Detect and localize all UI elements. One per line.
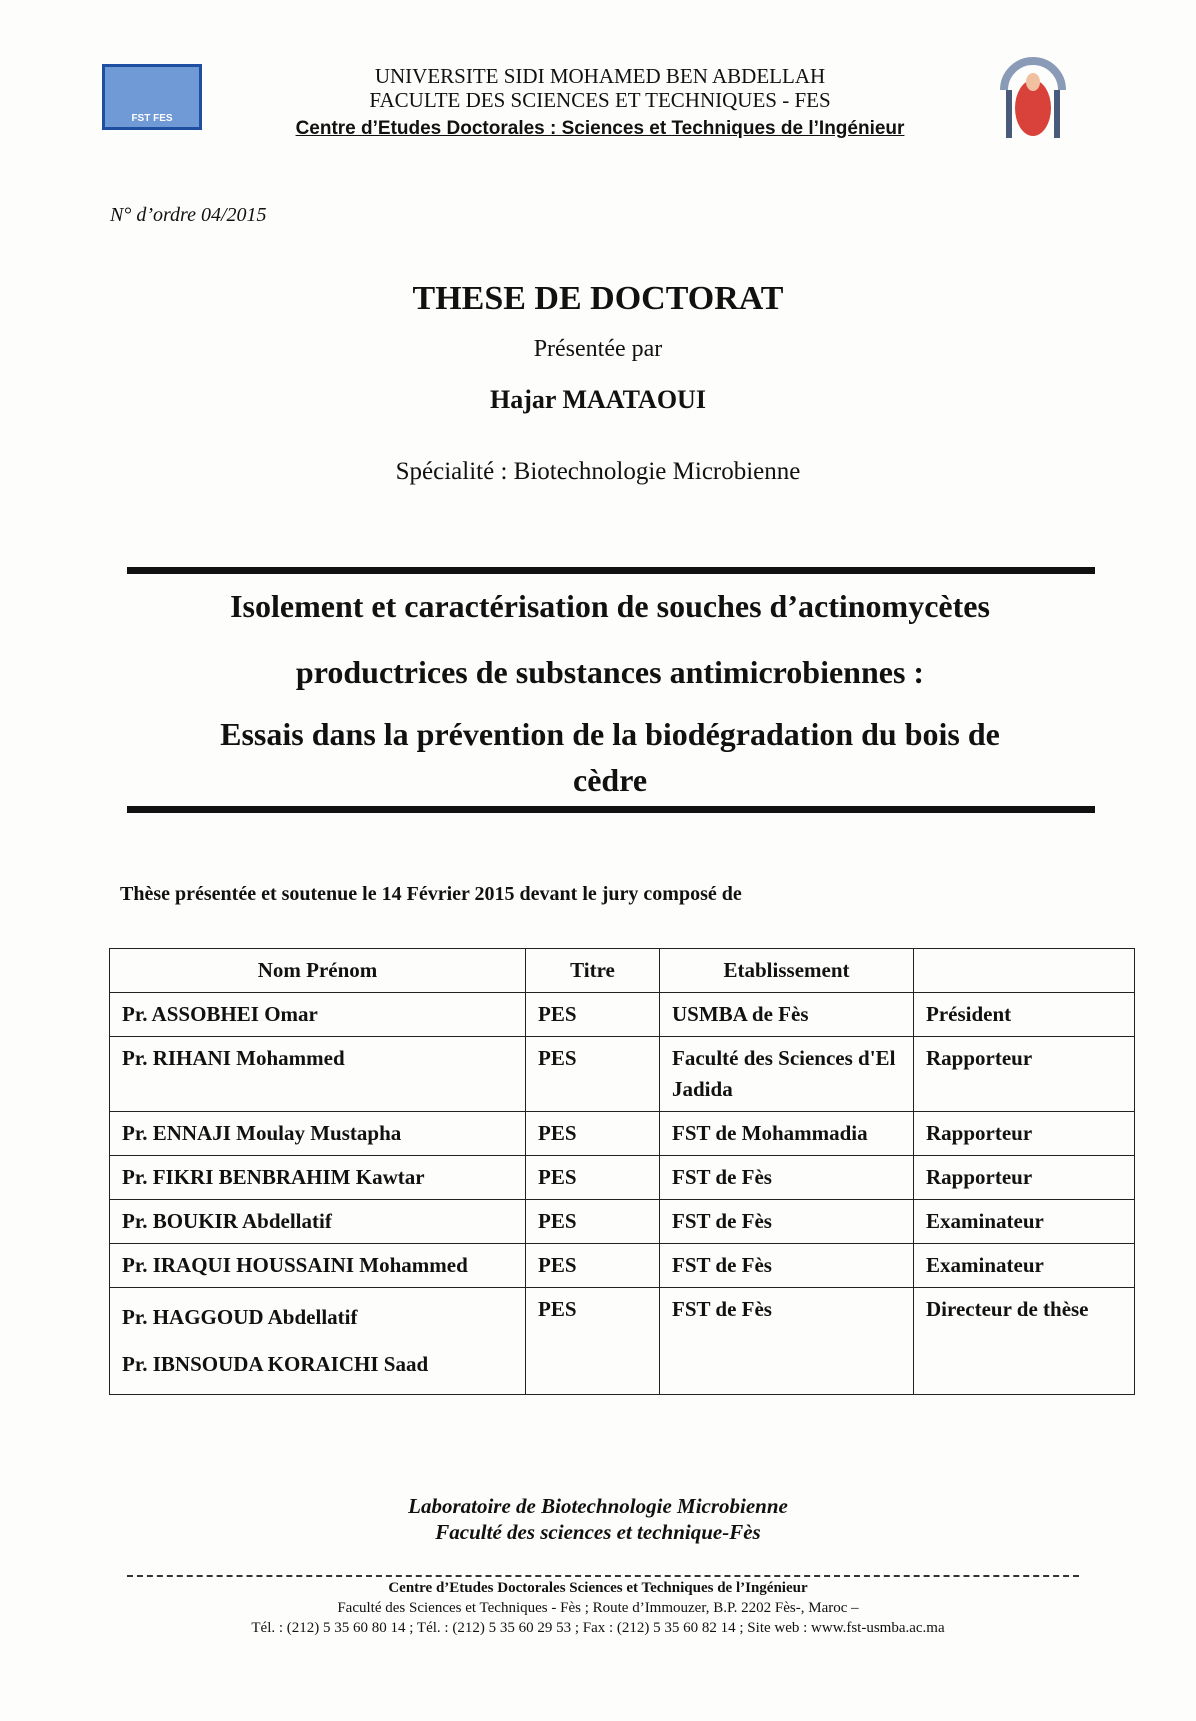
member-name: Pr. ENNAJI Moulay Mustapha: [109, 1111, 526, 1156]
member-role: Président: [913, 992, 1135, 1037]
order-number: N° d’ordre 04/2015: [110, 204, 267, 226]
doctoral-center: Centre d’Etudes Doctorales : Sciences et…: [295, 118, 905, 139]
member-institution: FST de Fès: [659, 1287, 914, 1395]
university-emblem-icon: [1000, 57, 1066, 138]
member-title: PES: [525, 1036, 660, 1112]
table-row: Pr. ENNAJI Moulay Mustapha PES FST de Moha…: [109, 1111, 1135, 1156]
title-line: Essais dans la prévention de la biodégra…: [220, 716, 1000, 752]
presented-by: Présentée par: [533, 336, 663, 362]
member-title: PES: [525, 1111, 660, 1156]
author: Hajar MAATAOUI: [490, 385, 706, 414]
title-line: productrices de substances antimicrobien…: [295, 654, 925, 690]
title-line: Isolement et caractérisation de souches …: [230, 588, 990, 624]
title-rule-bottom: [127, 806, 1095, 813]
jury-table: Nom Prénom Titre Etablissement Pr. ASSOBHE…: [109, 948, 1135, 1395]
column-header: Etablissement: [659, 948, 914, 993]
member-title: PES: [525, 1199, 660, 1244]
member-title: PES: [525, 992, 660, 1037]
column-header: Nom Prénom: [109, 948, 526, 993]
column-header: [913, 948, 1135, 993]
member-role: Rapporteur: [913, 1111, 1135, 1156]
doc-type: THESE DE DOCTORAT: [412, 280, 784, 317]
member-name: Pr. IRAQUI HOUSSAINI Mohammed: [109, 1243, 526, 1288]
laboratory-faculty: Faculté des sciences et technique-Fès: [435, 1520, 761, 1544]
footer-center: Centre d’Etudes Doctorales Sciences et T…: [388, 1580, 808, 1596]
column-header: Titre: [525, 948, 660, 993]
footer-address: Faculté des Sciences et Techniques - Fès…: [337, 1600, 859, 1616]
laboratory: Laboratoire de Biotechnologie Microbienn…: [408, 1494, 788, 1518]
member-role: Examinateur: [913, 1199, 1135, 1244]
table-row: Pr. RIHANI Mohammed PES Faculté des Scienc…: [109, 1036, 1135, 1112]
table-row: Pr. HAGGOUD Abdellatif Pr. IBNSOUDA KORA…: [109, 1287, 1135, 1395]
logo-text: FST FES: [131, 113, 173, 124]
member-name: Pr. FIKRI BENBRAHIM Kawtar: [109, 1155, 526, 1200]
table-row: Pr. BOUKIR Abdellatif PES FST de Fès Examin…: [109, 1199, 1135, 1244]
member-name: Pr. HAGGOUD Abdellatif Pr. IBNSOUDA KORA…: [109, 1287, 526, 1395]
member-role: Rapporteur: [913, 1036, 1135, 1112]
title-line: cèdre: [572, 762, 648, 798]
title-rule-top: [127, 567, 1095, 574]
table-header-row: Nom Prénom Titre Etablissement: [109, 948, 1135, 993]
member-role: Rapporteur: [913, 1155, 1135, 1200]
footer-divider: [127, 1575, 1079, 1577]
member-institution: USMBA de Fès: [659, 992, 914, 1037]
member-name: Pr. RIHANI Mohammed: [109, 1036, 526, 1112]
jury-intro: Thèse présentée et soutenue le 14 Févrie…: [120, 883, 742, 905]
fst-fes-logo: FST FES: [102, 64, 202, 130]
member-title: PES: [525, 1155, 660, 1200]
member-name: Pr. BOUKIR Abdellatif: [109, 1199, 526, 1244]
table-row: Pr. ASSOBHEI Omar PES USMBA de Fès Présiden…: [109, 992, 1135, 1037]
member-institution: FST de Fès: [659, 1243, 914, 1288]
table-row: Pr. IRAQUI HOUSSAINI Mohammed PES FST de F…: [109, 1243, 1135, 1288]
member-title: PES: [525, 1243, 660, 1288]
member-title: PES: [525, 1287, 660, 1395]
member-role: Examinateur: [913, 1243, 1135, 1288]
member-institution: FST de Fès: [659, 1155, 914, 1200]
member-institution: FST de Fès: [659, 1199, 914, 1244]
faculty-name: FACULTE DES SCIENCES ET TECHNIQUES - FES: [369, 88, 831, 112]
member-role: Directeur de thèse: [913, 1287, 1135, 1395]
university-name: UNIVERSITE SIDI MOHAMED BEN ABDELLAH: [374, 64, 826, 88]
member-institution: FST de Mohammadia: [659, 1111, 914, 1156]
footer-contact: Tél. : (212) 5 35 60 80 14 ; Tél. : (212…: [251, 1620, 945, 1636]
member-name: Pr. ASSOBHEI Omar: [109, 992, 526, 1037]
specialty: Spécialité : Biotechnologie Microbienne: [395, 458, 801, 485]
table-row: Pr. FIKRI BENBRAHIM Kawtar PES FST de Fès R…: [109, 1155, 1135, 1200]
member-institution: Faculté des Sciences d'El Jadida: [659, 1036, 914, 1112]
